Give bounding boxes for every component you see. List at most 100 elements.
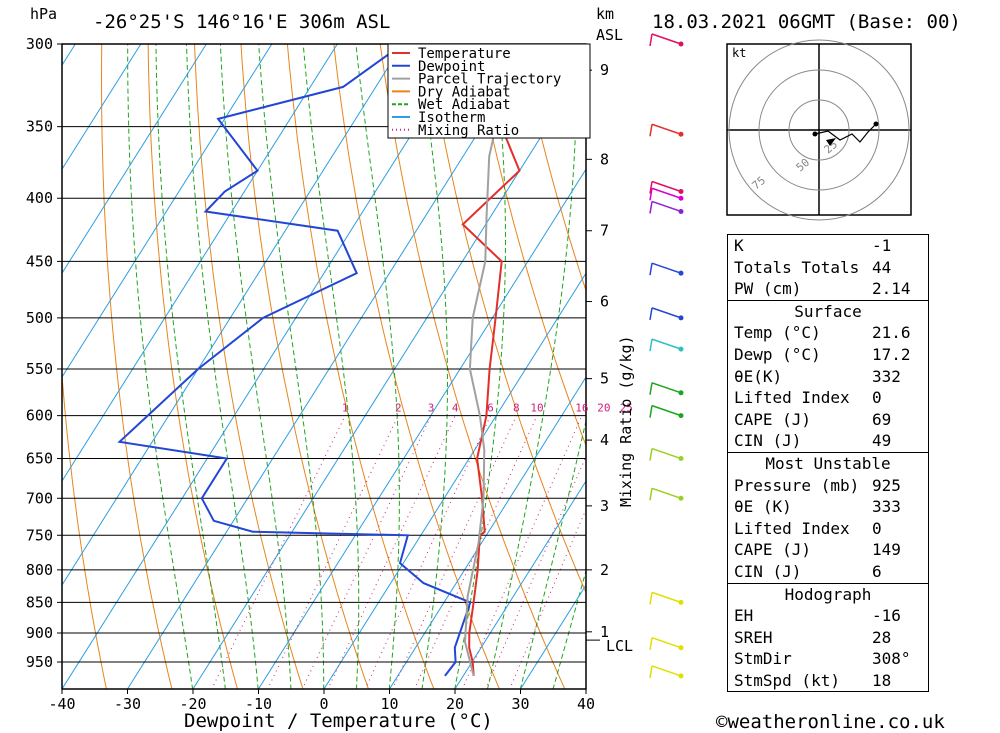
most_unstable-row-label: θE (K) bbox=[734, 497, 792, 517]
wind-barb-staff bbox=[651, 665, 682, 677]
most_unstable-row-value: 0 bbox=[872, 518, 882, 538]
isotherm-line bbox=[62, 44, 207, 275]
dry-adiabat-line bbox=[519, 44, 586, 293]
wind-barb-dot bbox=[678, 131, 684, 137]
isotherm-line bbox=[454, 480, 586, 689]
most_unstable-row-label: Lifted Index bbox=[734, 518, 850, 538]
most_unstable-row-value: 149 bbox=[872, 540, 901, 560]
wind-barb-dot bbox=[678, 495, 684, 501]
dry-adiabat-line bbox=[984, 44, 1000, 690]
temperature-tick-label: 30 bbox=[511, 695, 529, 713]
isotherm-line bbox=[192, 64, 586, 689]
k-value: -1 bbox=[872, 236, 892, 255]
axes: 3003504004505005506006507007508008509009… bbox=[26, 35, 633, 713]
most_unstable-row-value: 6 bbox=[872, 561, 882, 581]
surface-row-label: θE(K) bbox=[734, 366, 783, 386]
wind-barb-flag bbox=[649, 637, 653, 650]
wind-barb-staff bbox=[651, 307, 682, 319]
wet-adiabats bbox=[127, 44, 586, 689]
wind-barb-flag bbox=[649, 665, 653, 679]
mixing-ratio-line bbox=[364, 415, 491, 689]
surface-row-value: 21.6 bbox=[872, 323, 911, 343]
temperature-tick-label: 0 bbox=[319, 695, 328, 713]
isotherm-line bbox=[323, 272, 586, 689]
wet-adiabat-line bbox=[519, 418, 586, 689]
plot-area bbox=[62, 44, 1000, 690]
wind-barb-staff bbox=[651, 404, 682, 417]
wind-barb-flag bbox=[649, 592, 653, 605]
wind-barb-flag bbox=[649, 382, 653, 395]
most_unstable-row: Lifted Index 0 bbox=[728, 518, 928, 540]
wind-barb-staff bbox=[651, 338, 682, 350]
wind-barb-dot bbox=[678, 456, 684, 462]
mixing-ratio-line bbox=[267, 415, 399, 689]
height-tick-label: 8 bbox=[600, 150, 609, 168]
surface-row: Temp (°C) 21.6 bbox=[728, 322, 928, 344]
wind-barb-flag bbox=[649, 405, 653, 418]
wet-adiabat-line bbox=[127, 44, 194, 689]
wind-barb-dot bbox=[678, 645, 684, 651]
mixing-ratio-line bbox=[392, 415, 517, 689]
most-unstable-group: Most Unstable Pressure (mb) 925 θE (K) 333 L… bbox=[728, 451, 928, 583]
hodo_table-row: StmSpd (kt) 18 bbox=[728, 670, 928, 692]
isotherm-line bbox=[62, 44, 338, 483]
hodograph-trace bbox=[814, 123, 877, 143]
wet-adiabat-line bbox=[418, 44, 448, 689]
wet-adiabat-line bbox=[454, 44, 506, 689]
most_unstable-row: CAPE (J) 149 bbox=[728, 539, 928, 561]
wind-barb-flag bbox=[649, 338, 653, 352]
lcl-label: LCL bbox=[606, 637, 633, 655]
height-unit-asl: ASL bbox=[596, 26, 623, 44]
k-label: K bbox=[734, 236, 744, 255]
wind-barb-flag bbox=[649, 448, 653, 461]
mixing-ratio-label: 10 bbox=[530, 402, 543, 415]
surface-group: Surface Temp (°C) 21.6 Dewp (°C) 17.2 θE(K) 3… bbox=[728, 299, 928, 452]
height-tick-label: 5 bbox=[600, 370, 609, 388]
legend-label: Isotherm bbox=[418, 110, 485, 126]
most_unstable-row: CIN (J) 6 bbox=[728, 561, 928, 583]
hodograph-group: Hodograph EH -16 SREH 28 StmDir 308° StmSpd (k… bbox=[728, 582, 928, 692]
hodo_table-row: StmDir 308° bbox=[728, 648, 928, 670]
temperature-tick-label: -10 bbox=[245, 695, 272, 713]
most_unstable-row-label: Pressure (mb) bbox=[734, 475, 860, 495]
wind-barb-flag bbox=[649, 307, 653, 320]
hodo_table-row-value: -16 bbox=[872, 606, 901, 626]
surface-row: Lifted Index 0 bbox=[728, 387, 928, 409]
hodo_table-row: EH -16 bbox=[728, 605, 928, 627]
pressure-tick-label: 800 bbox=[26, 561, 53, 579]
most_unstable-row-label: CIN (J) bbox=[734, 561, 802, 581]
mixing-ratio-label: 16 bbox=[575, 402, 588, 415]
wind-barb-dot bbox=[678, 195, 684, 201]
temperature-tick-label: 20 bbox=[446, 695, 464, 713]
datetime: 18.03.2021 06GMT (Base: 00) bbox=[652, 11, 961, 33]
pressure-tick-label: 500 bbox=[26, 309, 53, 327]
most_unstable-row-label: CAPE (J) bbox=[734, 540, 812, 560]
pressure-tick-label: 850 bbox=[26, 593, 53, 611]
surface-row-label: Temp (°C) bbox=[734, 323, 821, 343]
pressure-tick-label: 900 bbox=[26, 624, 53, 642]
k-index-row: K -1 bbox=[728, 235, 928, 257]
mixing-ratio-label: 4 bbox=[452, 402, 459, 415]
hodo_table-row-label: SREH bbox=[734, 627, 773, 647]
wind-barb-dot bbox=[678, 270, 684, 276]
legend-label: Temperature bbox=[418, 46, 511, 62]
pressure-unit: hPa bbox=[30, 5, 57, 23]
mixing-ratio-label: 2 bbox=[395, 402, 402, 415]
hodo_table-row-label: EH bbox=[734, 606, 754, 626]
wind-barb-flag bbox=[649, 188, 653, 201]
totals-value: 44 bbox=[872, 257, 892, 277]
pressure-tick-label: 400 bbox=[26, 189, 53, 207]
most_unstable-row-value: 333 bbox=[872, 497, 901, 517]
totals-row: Totals Totals 44 bbox=[728, 257, 928, 279]
most_unstable-row-value: 925 bbox=[872, 475, 901, 495]
mixing-ratio-label: 6 bbox=[487, 402, 494, 415]
dry-adiabat-line bbox=[286, 44, 435, 689]
wind-barb-dot bbox=[678, 673, 684, 679]
isotherm-line bbox=[126, 44, 535, 689]
surface-row-value: 332 bbox=[872, 366, 901, 386]
hodograph-title: Hodograph bbox=[784, 584, 872, 604]
wet-adiabat-line bbox=[355, 44, 400, 689]
height-tick-label: 9 bbox=[600, 61, 609, 79]
